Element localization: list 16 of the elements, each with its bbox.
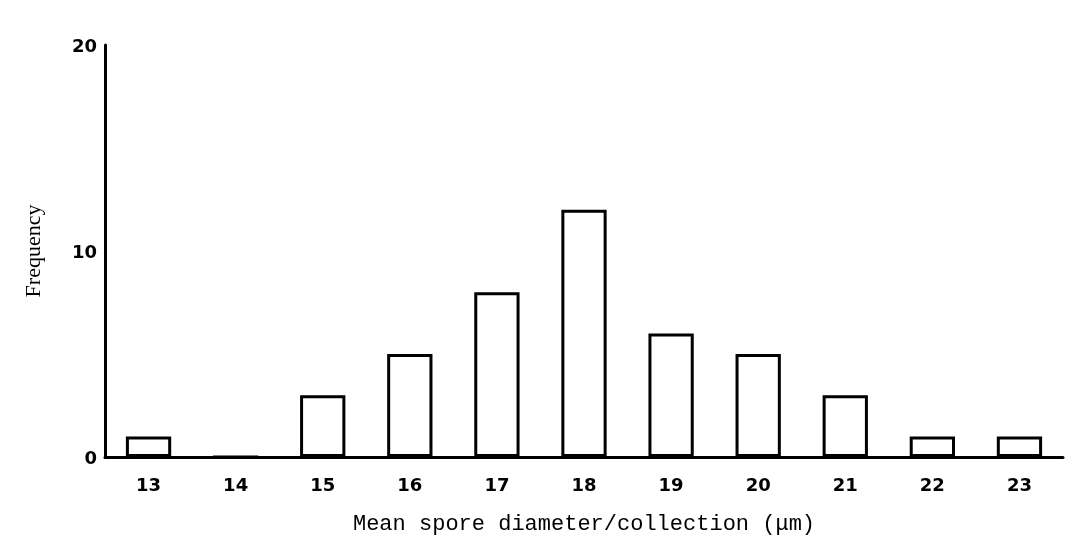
y-tick-label: 0 [84,446,97,468]
x-tick-label: 22 [919,473,945,495]
x-tick-label: 17 [484,473,510,495]
x-tick-label: 20 [745,473,771,495]
x-tick-label: 14 [223,473,249,495]
x-tick-label: 16 [397,473,423,495]
x-axis-title: Mean spore diameter/collection (μm) [352,511,816,537]
x-tick-label: 23 [1006,473,1032,495]
x-tick-label: 18 [571,473,597,495]
x-tick-label: 21 [832,473,858,495]
y-axis-title: Frequency [19,204,45,298]
x-tick-label: 15 [310,473,336,495]
y-tick-label: 10 [71,240,97,262]
y-tick-label: 20 [71,34,97,56]
x-tick-label: 13 [136,473,162,495]
x-tick-label: 19 [658,473,684,495]
